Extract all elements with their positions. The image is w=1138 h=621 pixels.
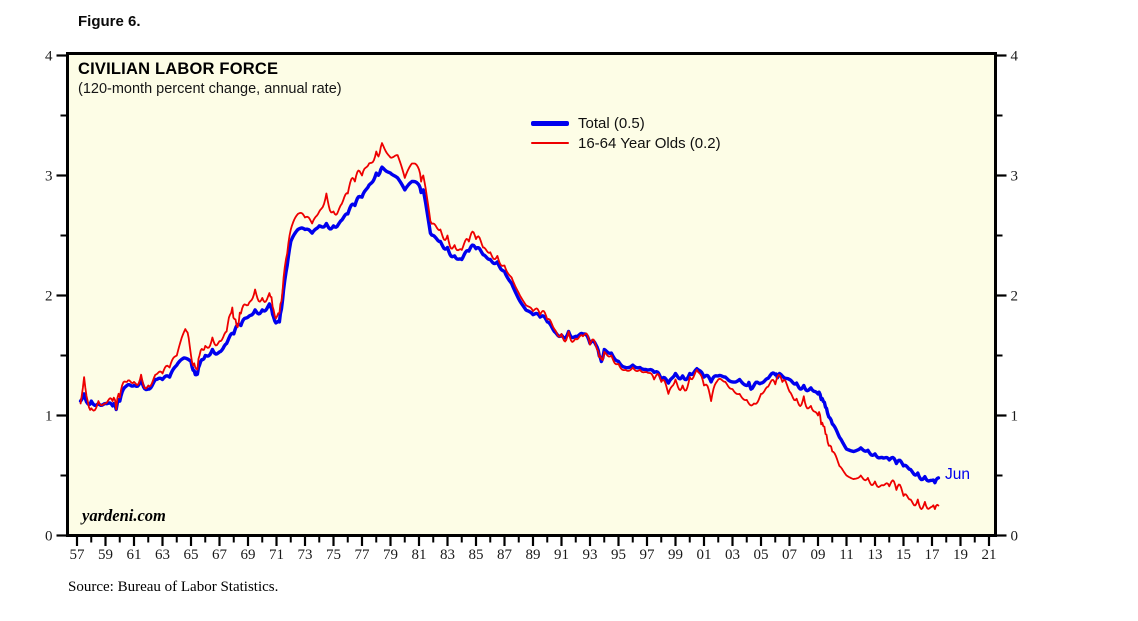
- x-axis-label: 61: [127, 547, 142, 563]
- x-axis-label: 15: [896, 547, 911, 563]
- x-axis-label: 81: [412, 547, 427, 563]
- chart-title: CIVILIAN LABOR FORCE: [78, 60, 279, 78]
- x-axis-label: 09: [811, 547, 826, 563]
- x-axis-label: 17: [925, 547, 941, 563]
- y-axis-label-left: 3: [45, 169, 53, 185]
- legend-label-16-64: 16-64 Year Olds (0.2): [578, 134, 721, 152]
- legend-line-sample-16-64: [531, 141, 569, 145]
- plot-area: CIVILIAN LABOR FORCE (120-month percent …: [66, 52, 997, 537]
- x-axis-label: 71: [269, 547, 284, 563]
- y-axis-label-right: 1: [1011, 409, 1019, 425]
- x-axis-label: 13: [868, 547, 883, 563]
- x-axis-label: 01: [697, 547, 712, 563]
- source-note: Source: Bureau of Labor Statistics.: [68, 579, 279, 595]
- x-axis-label: 65: [184, 547, 199, 563]
- watermark: yardeni.com: [82, 506, 166, 525]
- chart-subtitle: (120-month percent change, annual rate): [78, 81, 342, 97]
- x-axis-label: 79: [383, 547, 398, 563]
- x-axis-label: 21: [982, 547, 997, 563]
- x-axis-label: 85: [469, 547, 484, 563]
- y-axis-label-right: 0: [1011, 529, 1019, 545]
- x-axis-label: 57: [70, 547, 86, 563]
- x-axis-label: 91: [554, 547, 569, 563]
- y-axis-label-left: 0: [45, 529, 53, 545]
- x-axis-label: 75: [326, 547, 341, 563]
- x-axis-label: 83: [440, 547, 455, 563]
- x-axis-label: 67: [212, 547, 228, 563]
- x-axis-label: 07: [782, 547, 798, 563]
- x-axis-label: 05: [754, 547, 769, 563]
- x-axis-label: 73: [298, 547, 313, 563]
- x-axis-label: 03: [725, 547, 740, 563]
- y-axis-label-left: 2: [45, 289, 53, 305]
- latest-point-label: Jun: [945, 466, 970, 483]
- x-axis-label: 63: [155, 547, 170, 563]
- figure-number: Figure 6.: [78, 13, 141, 30]
- y-axis-label-right: 4: [1011, 49, 1019, 65]
- legend-item-16-64: 16-64 Year Olds (0.2): [531, 133, 721, 153]
- x-axis-label: 77: [355, 547, 371, 563]
- y-axis-label-right: 2: [1011, 289, 1019, 305]
- x-axis-label: 97: [640, 547, 656, 563]
- y-axis-label-left: 1: [45, 409, 53, 425]
- legend: Total (0.5) 16-64 Year Olds (0.2): [531, 113, 721, 153]
- x-axis-label: 99: [668, 547, 683, 563]
- y-axis-label-left: 4: [45, 49, 53, 65]
- x-axis-label: 59: [98, 547, 113, 563]
- x-axis-label: 69: [241, 547, 256, 563]
- series-line-0: [78, 165, 941, 485]
- y-axis-label-right: 3: [1011, 169, 1019, 185]
- x-axis-label: 87: [497, 547, 513, 563]
- legend-label-total: Total (0.5): [578, 114, 645, 132]
- data-series-plot: [78, 142, 941, 510]
- x-axis-label: 19: [953, 547, 968, 563]
- x-axis-label: 11: [839, 547, 853, 563]
- x-axis-label: 95: [611, 547, 626, 563]
- series-line-1: [79, 142, 940, 510]
- legend-line-sample-total: [531, 120, 569, 126]
- legend-item-total: Total (0.5): [531, 113, 721, 133]
- x-axis-label: 89: [526, 547, 541, 563]
- x-axis-label: 93: [583, 547, 598, 563]
